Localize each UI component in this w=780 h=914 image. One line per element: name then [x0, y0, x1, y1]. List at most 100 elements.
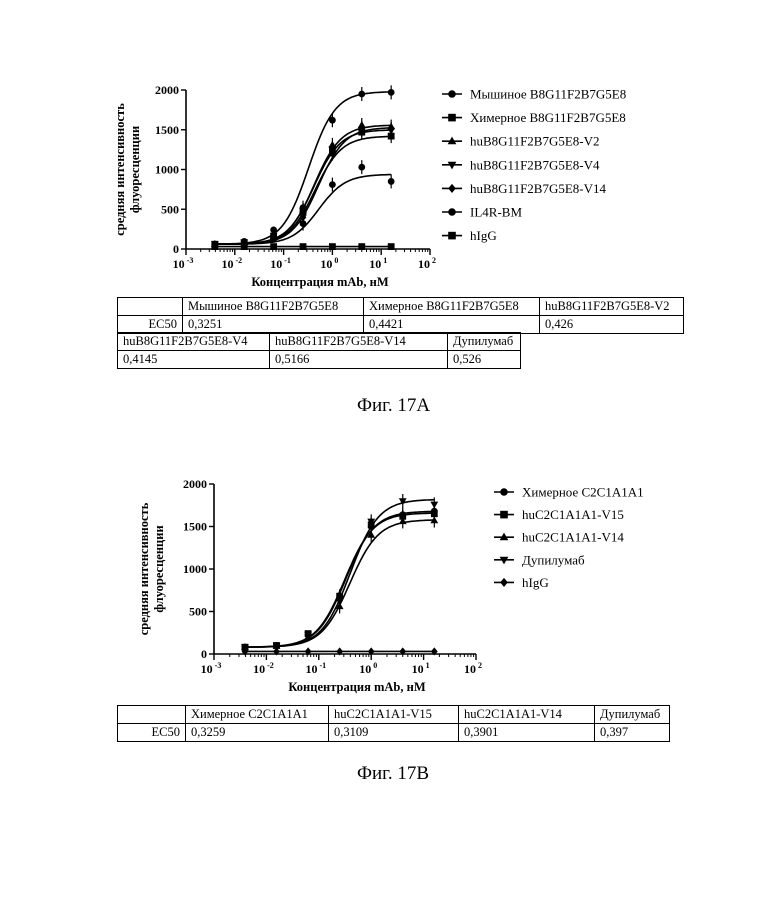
- table-row: EC50 0,3259 0,3109 0,3901 0,397: [118, 724, 670, 742]
- y-axis-label: флуоресценции: [152, 525, 166, 612]
- table-row: 0,4145 0,5166 0,526: [118, 351, 521, 369]
- table-row: EC50 0,3251 0,4421 0,426: [118, 316, 684, 334]
- x-tick-label: 10 -1: [305, 661, 326, 676]
- table-cell: huC2C1A1A1-V14: [459, 706, 595, 724]
- data-point: [241, 243, 248, 250]
- table-cell: 0,3901: [459, 724, 595, 742]
- chart-fig-17b: 0 500 1000 1500 2000 10 -3 10 -2 10 -1 10 0 10 1 1…: [0, 405, 780, 705]
- figure-caption-17b: Фиг. 17B: [357, 763, 429, 785]
- x-tick-label: 10 0: [359, 661, 377, 676]
- data-point: [270, 235, 277, 242]
- table-cell: huC2C1A1A1-V15: [329, 706, 459, 724]
- table-cell: Химерное C2C1A1A1: [186, 706, 329, 724]
- x-tick-label: 10 1: [412, 661, 430, 676]
- legend-marker: [448, 232, 456, 240]
- legend-entry: huB8G11F2B7G5E8-V2: [470, 134, 600, 149]
- legend-marker: [448, 208, 456, 216]
- data-point: [329, 243, 336, 250]
- y-tick-label: 1500: [155, 123, 179, 137]
- legend-entry: IL4R-BM: [470, 205, 522, 220]
- y-axis-label: средняя интенсивность: [113, 103, 127, 236]
- x-tick-label: 10 2: [464, 661, 482, 676]
- legend-marker: [448, 184, 456, 193]
- y-tick-label: 1000: [155, 163, 179, 177]
- x-tick-label: 10 -3: [173, 256, 194, 271]
- table-cell: [118, 298, 183, 316]
- data-point: [300, 243, 307, 250]
- y-tick-label: 500: [161, 202, 179, 216]
- table-cell: [118, 706, 186, 724]
- data-point: [388, 243, 395, 250]
- x-tick-label: 10 -2: [253, 661, 274, 676]
- y-tick-label: 1500: [183, 520, 207, 534]
- series-line: [245, 512, 434, 648]
- legend-entry: huC2C1A1A1-V14: [522, 530, 624, 545]
- y-tick-label: 0: [201, 647, 207, 661]
- y-tick-label: 500: [189, 605, 207, 619]
- table-cell: 0,397: [595, 724, 670, 742]
- x-tick-label: 10 -2: [221, 256, 242, 271]
- data-point: [358, 164, 365, 171]
- series-line: [245, 520, 434, 647]
- x-tick-label: 10 1: [369, 256, 387, 271]
- table-cell: Мышиное B8G11F2B7G5E8: [183, 298, 364, 316]
- table-cell: Химерное B8G11F2B7G5E8: [364, 298, 540, 316]
- table-cell: huB8G11F2B7G5E8-V14: [270, 333, 448, 351]
- x-axis-label: Концентрация mAb, нМ: [288, 680, 425, 694]
- table-cell: EC50: [118, 724, 186, 742]
- series-0: [242, 504, 438, 650]
- series-2: [241, 514, 438, 650]
- x-axis-label: Концентрация mAb, нМ: [251, 275, 388, 289]
- table-row: Мышиное B8G11F2B7G5E8 Химерное B8G11F2B7…: [118, 298, 684, 316]
- legend-entry: hIgG: [522, 575, 549, 590]
- data-point: [358, 91, 365, 98]
- legend-marker: [500, 488, 508, 496]
- legend-entry: hIgG: [470, 228, 497, 243]
- table-cell: 0,426: [540, 316, 684, 334]
- legend-entry: Дупилумаб: [522, 552, 585, 567]
- legend-entry: Химерное B8G11F2B7G5E8: [470, 110, 626, 125]
- legend-entry: huC2C1A1A1-V15: [522, 507, 624, 522]
- y-tick-label: 2000: [183, 477, 207, 491]
- legend-marker: [448, 114, 456, 122]
- table-cell: 0,4145: [118, 351, 270, 369]
- series-1: [242, 507, 438, 651]
- legend-marker: [500, 511, 508, 519]
- table-cell: Дупилумаб: [595, 706, 670, 724]
- table-cell: Дупилумаб: [448, 333, 521, 351]
- x-tick-label: 10 -1: [270, 256, 291, 271]
- table-cell: 0,3251: [183, 316, 364, 334]
- y-tick-label: 1000: [183, 562, 207, 576]
- legend-entry: huB8G11F2B7G5E8-V14: [470, 181, 607, 196]
- data-point: [388, 178, 395, 185]
- series-3: [241, 494, 438, 651]
- legend-entry: huB8G11F2B7G5E8-V4: [470, 157, 600, 172]
- data-point: [211, 243, 218, 250]
- table-cell: 0,3109: [329, 724, 459, 742]
- table-row: Химерное C2C1A1A1 huC2C1A1A1-V15 huC2C1A…: [118, 706, 670, 724]
- data-point: [270, 243, 277, 250]
- data-point: [388, 89, 395, 96]
- legend-marker: [448, 90, 456, 98]
- ec50-table-fig-17b: Химерное C2C1A1A1 huC2C1A1A1-V15 huC2C1A…: [117, 705, 670, 742]
- x-tick-label: 10 2: [418, 256, 436, 271]
- table-row: huB8G11F2B7G5E8-V4 huB8G11F2B7G5E8-V14 Д…: [118, 333, 521, 351]
- table-cell: huB8G11F2B7G5E8-V2: [540, 298, 684, 316]
- legend-entry: Мышиное B8G11F2B7G5E8: [470, 87, 626, 102]
- legend-marker: [500, 578, 508, 587]
- series-line: [245, 513, 434, 647]
- table-cell: 0,3259: [186, 724, 329, 742]
- ec50-table-fig-17a: Мышиное B8G11F2B7G5E8 Химерное B8G11F2B7…: [117, 297, 684, 334]
- x-tick-label: 10 0: [320, 256, 338, 271]
- table-cell: 0,5166: [270, 351, 448, 369]
- chart-fig-17a: 050010001500200010 -310 -210 -110 010 11…: [0, 0, 780, 300]
- data-point: [358, 243, 365, 250]
- table-cell: huB8G11F2B7G5E8-V4: [118, 333, 270, 351]
- data-point: [329, 181, 336, 188]
- legend-entry: Химерное C2C1A1A1: [522, 485, 644, 500]
- data-point: [430, 502, 438, 509]
- x-tick-label: 10 -3: [201, 661, 222, 676]
- table-cell: 0,526: [448, 351, 521, 369]
- y-axis-label: флуоресценции: [128, 126, 142, 213]
- ec50-table-fig-17a-second: huB8G11F2B7G5E8-V4 huB8G11F2B7G5E8-V14 Д…: [117, 332, 521, 369]
